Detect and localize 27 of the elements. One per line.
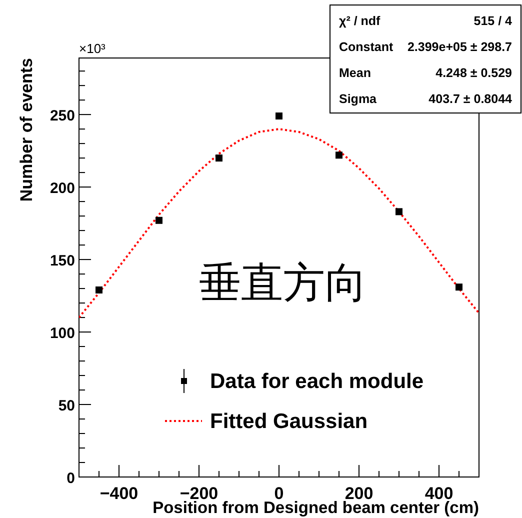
x-tick-label: −400 bbox=[100, 484, 138, 503]
point bbox=[96, 286, 102, 294]
y-tick-label: 150 bbox=[50, 252, 75, 270]
y-tick-label: 250 bbox=[50, 108, 75, 125]
point bbox=[156, 216, 162, 224]
text: χ² / ndf bbox=[339, 14, 382, 28]
y-axis-title: Number of events bbox=[17, 58, 36, 202]
annotation: Mean bbox=[339, 66, 371, 80]
text: 2.399e+05 ± 298.7 bbox=[407, 40, 512, 54]
point bbox=[396, 208, 402, 216]
annotation: Sigma bbox=[339, 92, 378, 106]
legend-label: Fitted Gaussian bbox=[210, 410, 368, 433]
point bbox=[336, 152, 342, 159]
annotation: 403.7 ± 0.8044 bbox=[428, 92, 512, 106]
text: Constant bbox=[339, 40, 394, 54]
y-tick-label: 200 bbox=[50, 180, 75, 198]
point bbox=[216, 154, 222, 162]
y-tick-label: 0 bbox=[66, 470, 75, 487]
legend-label: Data for each module bbox=[210, 370, 424, 393]
y-tick-label: 50 bbox=[58, 398, 75, 415]
y-tick-label: 100 bbox=[50, 325, 75, 342]
annotation: 4.248 ± 0.529 bbox=[436, 66, 512, 80]
annotation: 垂直方向 bbox=[199, 259, 367, 306]
text: 515 / 4 bbox=[474, 14, 512, 28]
point bbox=[276, 112, 282, 120]
point bbox=[456, 284, 462, 291]
text: ×10³ bbox=[79, 41, 106, 56]
